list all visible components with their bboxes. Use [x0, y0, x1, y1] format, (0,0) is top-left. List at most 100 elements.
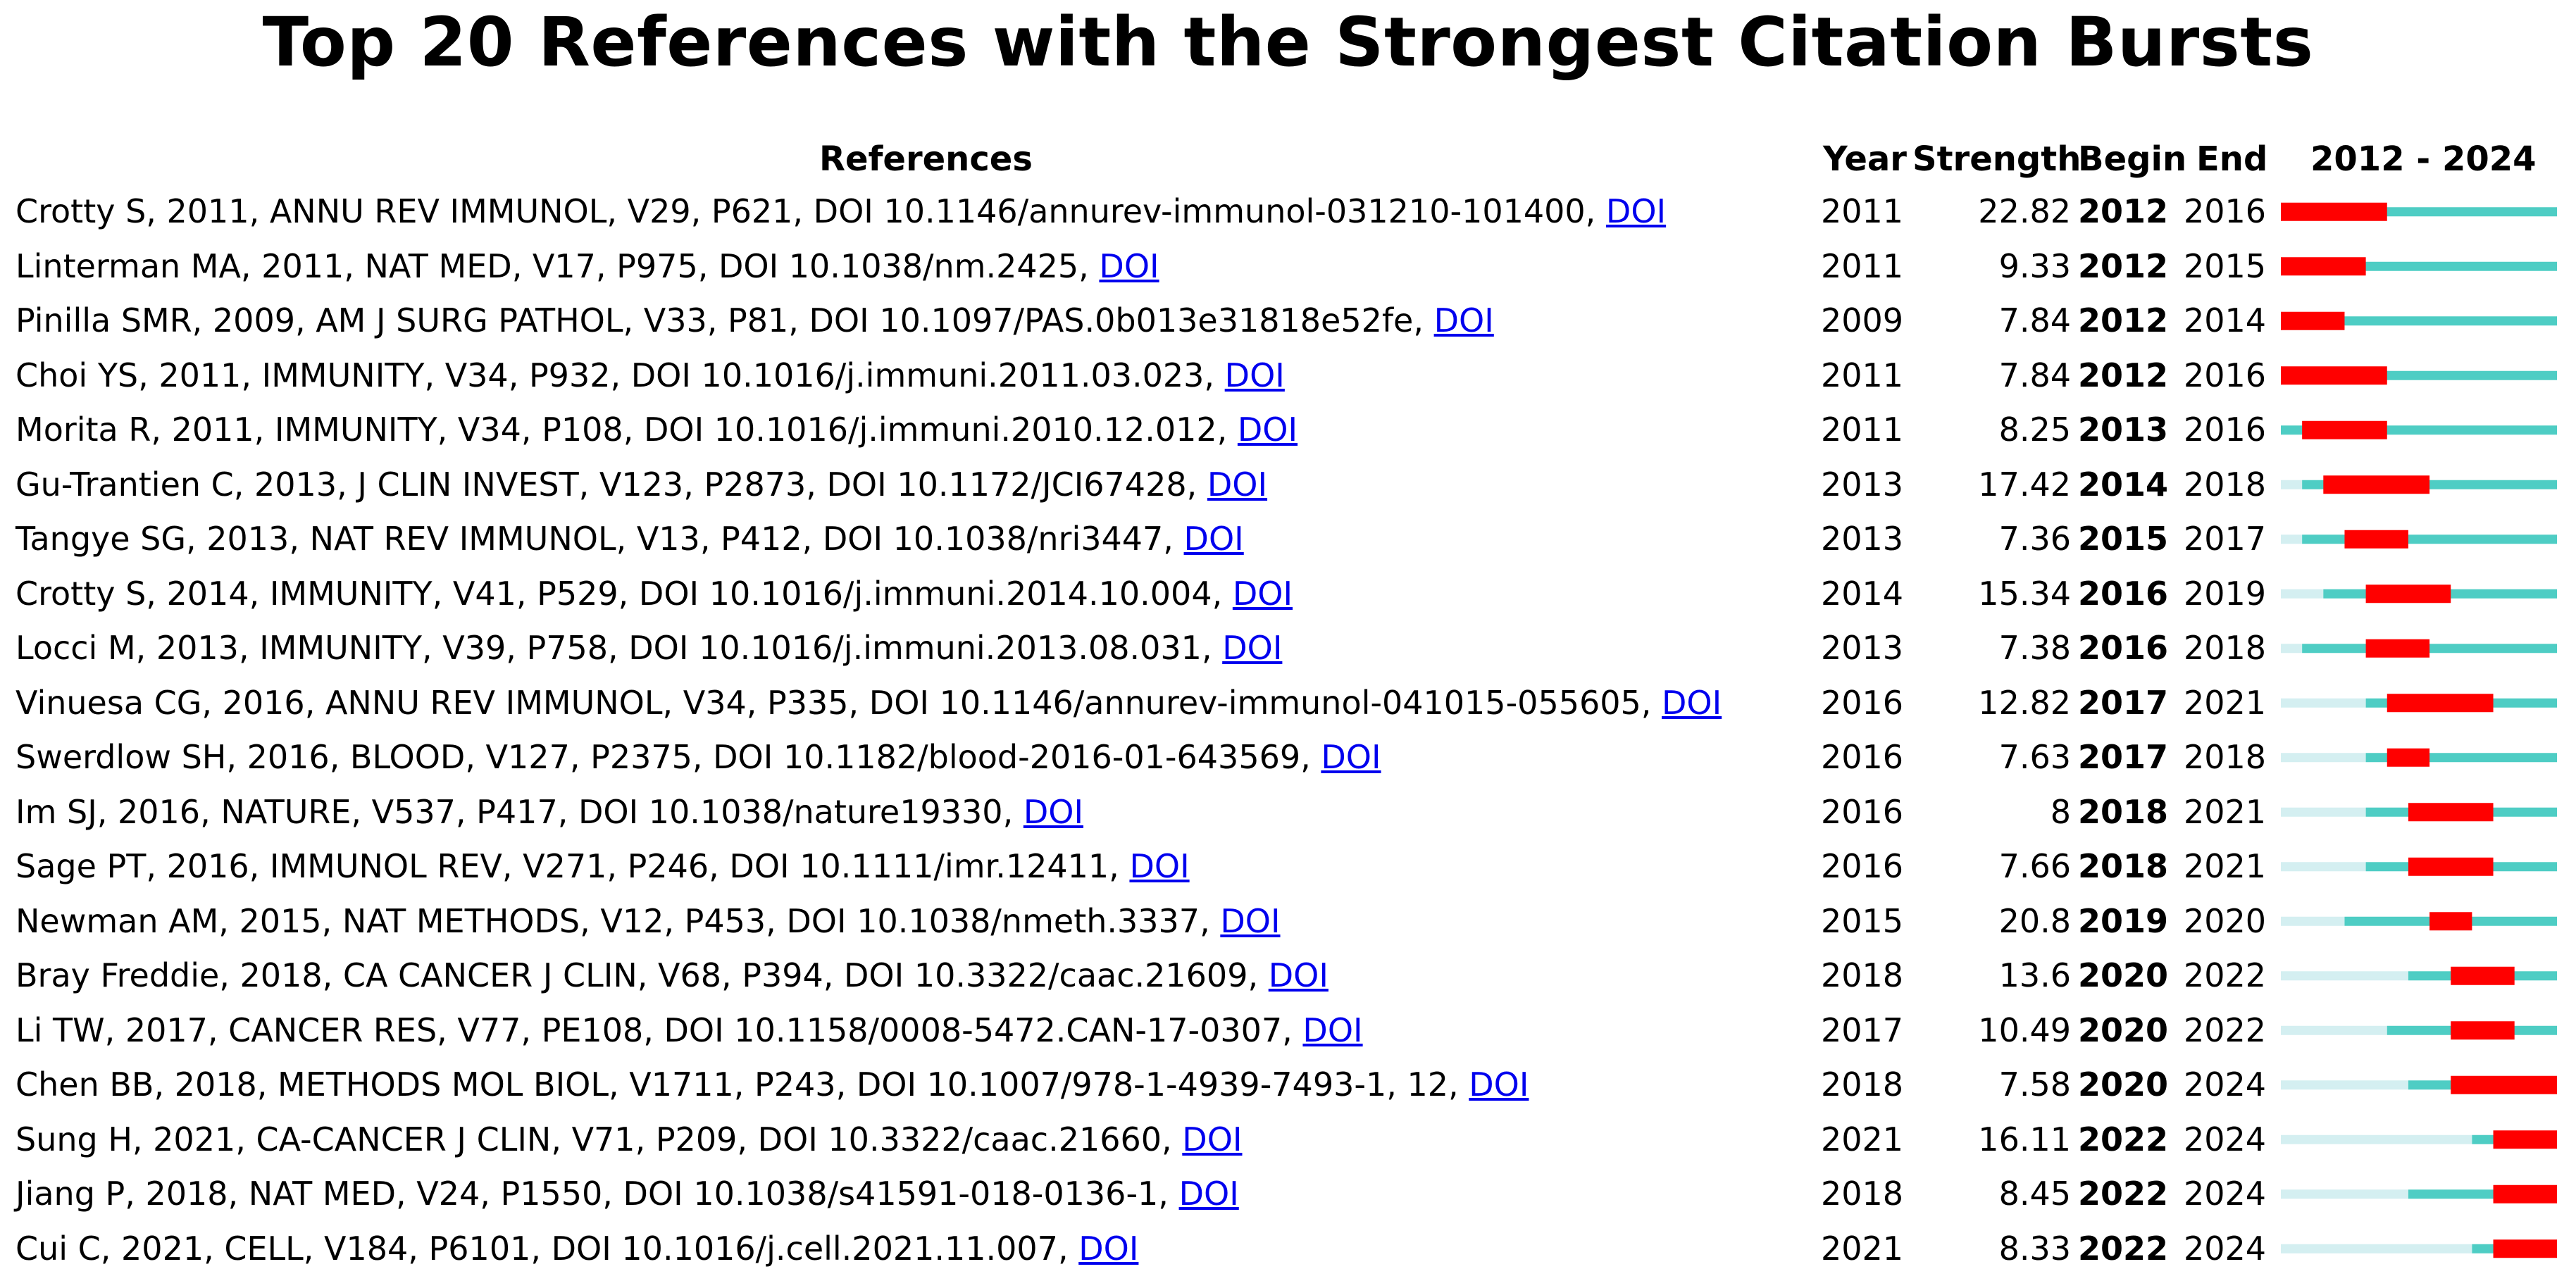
table-row: Sung H, 2021, CA-CANCER J CLIN, V71, P20… [0, 1113, 2576, 1168]
table-row: Tangye SG, 2013, NAT REV IMMUNOL, V13, P… [0, 512, 2576, 567]
doi-link[interactable]: DOI [1182, 1120, 1243, 1158]
burst-strength: 20.8 [1998, 901, 2071, 940]
reference-citation: Gu-Trantien C, 2013, J CLIN INVEST, V123… [15, 458, 1267, 513]
burst-begin: 2012 [2078, 192, 2169, 230]
table-row: Choi YS, 2011, IMMUNITY, V34, P932, DOI … [0, 349, 2576, 404]
doi-link[interactable]: DOI [1207, 465, 1268, 504]
burst-end: 2016 [2184, 192, 2267, 230]
table-row: Cui C, 2021, CELL, V184, P6101, DOI 10.1… [0, 1222, 2576, 1277]
table-row: Im SJ, 2016, NATURE, V537, P417, DOI 10.… [0, 785, 2576, 840]
publication-year: 2011 [1821, 411, 1904, 449]
reference-text: Crotty S, 2011, ANNU REV IMMUNOL, V29, P… [15, 192, 1606, 230]
reference-text: Swerdlow SH, 2016, BLOOD, V127, P2375, D… [15, 738, 1321, 776]
burst-begin: 2019 [2078, 901, 2169, 940]
doi-link[interactable]: DOI [1232, 574, 1293, 613]
doi-link[interactable]: DOI [1023, 792, 1084, 831]
reference-citation: Im SJ, 2016, NATURE, V537, P417, DOI 10.… [15, 785, 1083, 840]
doi-link[interactable]: DOI [1321, 738, 1381, 776]
burst-end: 2018 [2184, 629, 2267, 667]
reference-citation: Sage PT, 2016, IMMUNOL REV, V271, P246, … [15, 839, 1190, 894]
doi-link[interactable]: DOI [1605, 192, 1667, 230]
publication-year: 2021 [1821, 1120, 1904, 1158]
burst-end: 2017 [2184, 520, 2267, 558]
reference-citation: Bray Freddie, 2018, CA CANCER J CLIN, V6… [15, 949, 1329, 1003]
table-row: Sage PT, 2016, IMMUNOL REV, V271, P246, … [0, 839, 2576, 894]
publication-year: 2011 [1821, 356, 1904, 394]
publication-year: 2011 [1821, 192, 1904, 230]
reference-text: Tangye SG, 2013, NAT REV IMMUNOL, V13, P… [15, 520, 1184, 558]
header-references: References [819, 139, 1033, 179]
burst-strength: 10.49 [1978, 1011, 2071, 1049]
reference-citation: Swerdlow SH, 2016, BLOOD, V127, P2375, D… [15, 730, 1381, 785]
burst-begin: 2017 [2078, 683, 2169, 722]
burst-strength: 22.82 [1978, 192, 2071, 230]
burst-end: 2024 [2184, 1175, 2267, 1213]
burst-strength: 9.33 [1998, 246, 2071, 285]
table-row: Pinilla SMR, 2009, AM J SURG PATHOL, V33… [0, 294, 2576, 349]
doi-link[interactable]: DOI [1178, 1175, 1239, 1213]
table-row: Vinuesa CG, 2016, ANNU REV IMMUNOL, V34,… [0, 676, 2576, 731]
doi-link[interactable]: DOI [1302, 1011, 1363, 1049]
doi-link[interactable]: DOI [1268, 956, 1329, 994]
burst-end: 2021 [2184, 683, 2267, 722]
doi-link[interactable]: DOI [1129, 847, 1190, 885]
table-row: Li TW, 2017, CANCER RES, V77, PE108, DOI… [0, 1003, 2576, 1058]
burst-begin: 2020 [2078, 956, 2169, 994]
publication-year: 2013 [1821, 465, 1904, 504]
reference-text: Vinuesa CG, 2016, ANNU REV IMMUNOL, V34,… [15, 683, 1662, 722]
reference-citation: Vinuesa CG, 2016, ANNU REV IMMUNOL, V34,… [15, 676, 1722, 731]
header-year: Year [1823, 139, 1907, 179]
doi-link[interactable]: DOI [1099, 246, 1159, 285]
doi-link[interactable]: DOI [1183, 520, 1244, 558]
publication-year: 2014 [1821, 574, 1904, 613]
burst-strength: 8.45 [1998, 1175, 2071, 1213]
publication-year: 2016 [1821, 847, 1904, 885]
doi-link[interactable]: DOI [1220, 901, 1281, 940]
burst-begin: 2012 [2078, 301, 2169, 339]
reference-citation: Li TW, 2017, CANCER RES, V77, PE108, DOI… [15, 1003, 1363, 1058]
burst-end: 2021 [2184, 792, 2267, 831]
reference-text: Locci M, 2013, IMMUNITY, V39, P758, DOI … [15, 629, 1223, 667]
doi-link[interactable]: DOI [1222, 629, 1283, 667]
burst-strength: 12.82 [1978, 683, 2071, 722]
burst-end: 2022 [2184, 1011, 2267, 1049]
doi-link[interactable]: DOI [1469, 1065, 1529, 1103]
doi-link[interactable]: DOI [1224, 356, 1285, 394]
burst-end: 2016 [2184, 356, 2267, 394]
burst-end: 2024 [2184, 1065, 2267, 1103]
burst-begin: 2018 [2078, 847, 2169, 885]
burst-begin: 2017 [2078, 738, 2169, 776]
burst-strength: 8.25 [1998, 411, 2071, 449]
reference-citation: Locci M, 2013, IMMUNITY, V39, P758, DOI … [15, 621, 1282, 676]
burst-strength: 8 [2050, 792, 2071, 831]
burst-begin: 2016 [2078, 629, 2169, 667]
reference-text: Morita R, 2011, IMMUNITY, V34, P108, DOI… [15, 411, 1238, 449]
reference-text: Chen BB, 2018, METHODS MOL BIOL, V1711, … [15, 1065, 1469, 1103]
doi-link[interactable]: DOI [1433, 301, 1494, 339]
burst-begin: 2022 [2078, 1120, 2169, 1158]
burst-strength: 7.63 [1998, 738, 2071, 776]
publication-year: 2013 [1821, 520, 1904, 558]
burst-strength: 8.33 [1998, 1229, 2071, 1268]
table-row: Crotty S, 2011, ANNU REV IMMUNOL, V29, P… [0, 185, 2576, 239]
header-strength: Strength [1912, 139, 2082, 179]
burst-end: 2024 [2184, 1229, 2267, 1268]
doi-link[interactable]: DOI [1237, 411, 1298, 449]
burst-begin: 2022 [2078, 1229, 2169, 1268]
burst-strength: 7.58 [1998, 1065, 2071, 1103]
doi-link[interactable]: DOI [1662, 683, 1722, 722]
table-row: Gu-Trantien C, 2013, J CLIN INVEST, V123… [0, 458, 2576, 513]
burst-end: 2018 [2184, 465, 2267, 504]
burst-end: 2021 [2184, 847, 2267, 885]
publication-year: 2018 [1821, 1065, 1904, 1103]
burst-begin: 2022 [2078, 1175, 2169, 1213]
reference-citation: Pinilla SMR, 2009, AM J SURG PATHOL, V33… [15, 294, 1494, 349]
reference-text: Pinilla SMR, 2009, AM J SURG PATHOL, V33… [15, 301, 1434, 339]
doi-link[interactable]: DOI [1078, 1229, 1139, 1268]
table-row: Morita R, 2011, IMMUNITY, V34, P108, DOI… [0, 403, 2576, 458]
table-row: Linterman MA, 2011, NAT MED, V17, P975, … [0, 239, 2576, 294]
table-row: Bray Freddie, 2018, CA CANCER J CLIN, V6… [0, 949, 2576, 1003]
burst-strength: 7.84 [1998, 356, 2071, 394]
burst-end: 2018 [2184, 738, 2267, 776]
burst-end: 2015 [2184, 246, 2267, 285]
